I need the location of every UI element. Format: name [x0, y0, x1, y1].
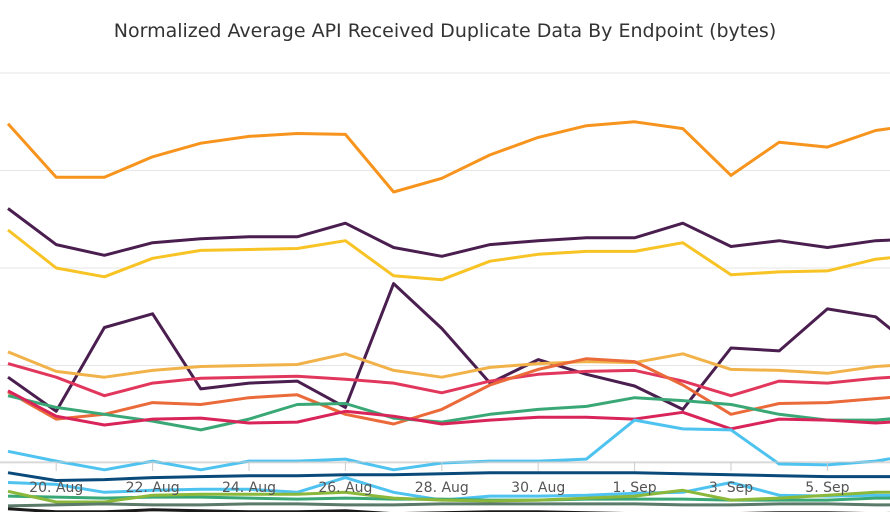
series-line-11[interactable]	[7, 471, 890, 482]
series-line-7[interactable]	[7, 357, 890, 426]
x-tick-label: 5. Sep	[805, 480, 849, 496]
series-line-16[interactable]	[7, 507, 890, 512]
series-line-14[interactable]	[7, 488, 890, 504]
x-tick-label: 30. Aug	[511, 480, 565, 496]
x-tick-label: 1. Sep	[612, 480, 656, 496]
x-tick-label: 26. Aug	[318, 480, 372, 496]
series-line-9[interactable]	[7, 389, 890, 431]
series-line-6[interactable]	[7, 362, 890, 398]
series-line-5[interactable]	[7, 350, 890, 379]
series-line-8[interactable]	[7, 394, 890, 432]
series-line-4[interactable]	[7, 282, 890, 413]
series-line-1[interactable]	[6, 120, 890, 194]
series-line-3[interactable]	[7, 228, 890, 282]
gridlines	[0, 72, 890, 464]
series-line-15[interactable]	[7, 502, 890, 508]
x-tick-label: 24. Aug	[222, 480, 276, 496]
series-lines	[6, 120, 890, 512]
x-tick-label: 22. Aug	[126, 480, 180, 496]
series-line-2[interactable]	[7, 207, 890, 258]
x-tick-label: 28. Aug	[415, 480, 469, 496]
chart-title: Normalized Average API Received Duplicat…	[113, 20, 777, 42]
x-tick-label: 3. Sep	[709, 480, 753, 496]
x-axis: 20. Aug 22. Aug 24. Aug 26. Aug 28. Aug 30. A…	[0, 461, 890, 496]
x-tick-label: 20. Aug	[29, 480, 83, 496]
